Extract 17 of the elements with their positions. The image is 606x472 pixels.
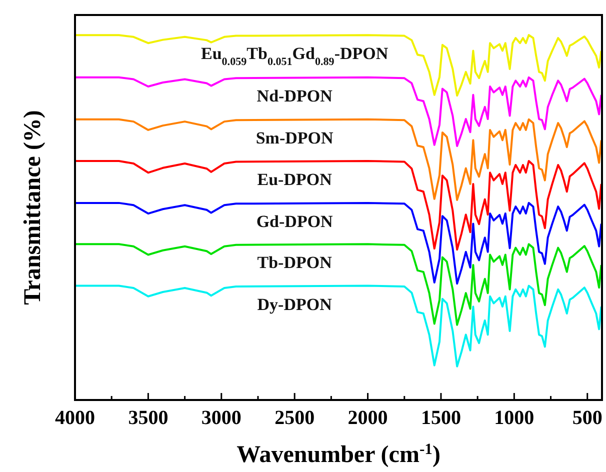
series-label: Eu-DPON [257, 170, 333, 189]
x-axis-title: Wavenumber (cm$^{-1}$) [236, 440, 440, 468]
x-tick-label: 1500 [420, 407, 461, 429]
x-tick-label: 500 [572, 407, 602, 429]
series-label: Eu$_{0.059}$Tb$_{0.051}$Gd$_{0.89}$-DPON [200, 44, 389, 68]
y-axis-title: Transmittance (%) [20, 110, 46, 305]
series-label: Tb-DPON [257, 253, 333, 272]
x-tick-label: 2500 [274, 407, 315, 429]
x-tick-label: 4000 [55, 407, 95, 429]
x-tick-label: 2000 [348, 407, 388, 429]
series-label: Sm-DPON [256, 128, 334, 148]
x-tick-label: 3500 [128, 407, 168, 429]
series-label: Gd-DPON [256, 212, 334, 231]
series-label: Dy-DPON [257, 294, 333, 314]
series-label: Nd-DPON [256, 86, 334, 106]
x-tick-label: 3000 [201, 407, 242, 429]
x-tick-label: 1000 [494, 407, 534, 429]
